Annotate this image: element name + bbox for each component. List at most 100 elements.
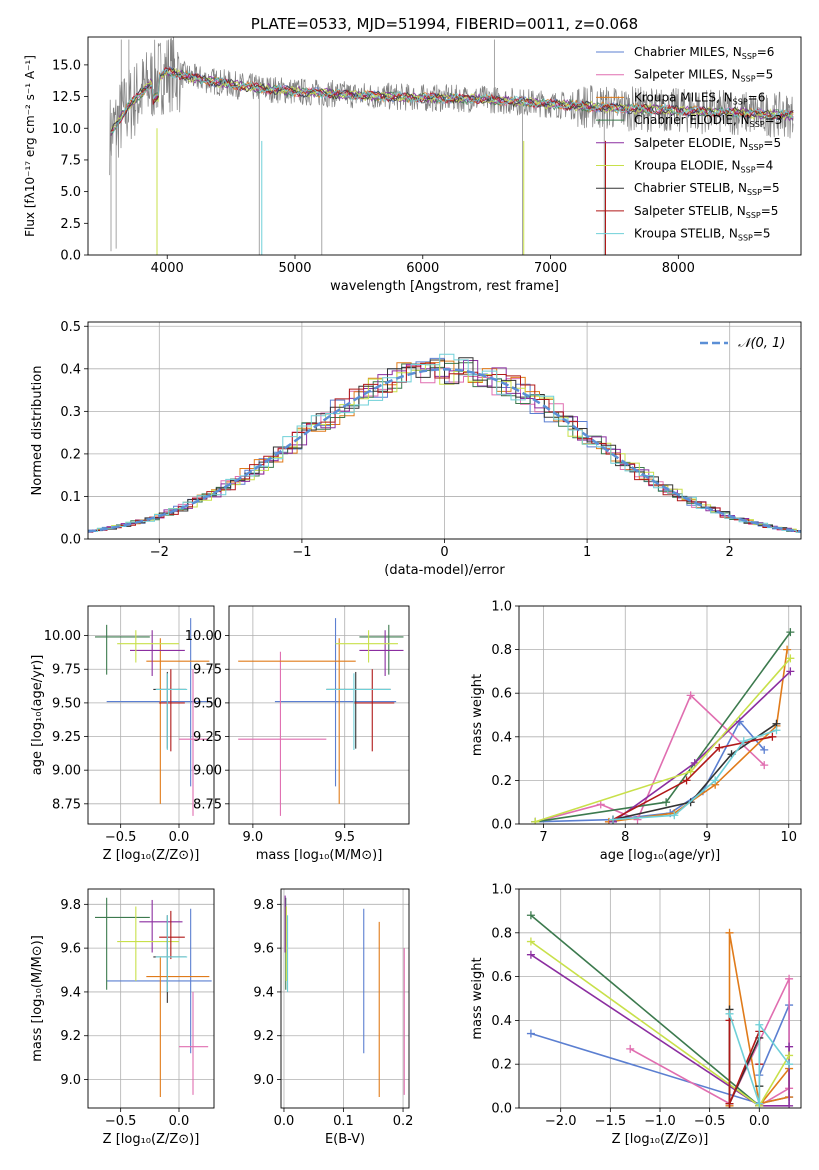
legend-subscript: SSP <box>750 120 765 129</box>
y-tick-label: 0.4 <box>60 362 81 377</box>
panel-age_vs_mass: 9.0 9.5 8.75 9.00 9.25 9.50 9.75 10.00 mass [log… <box>185 605 410 863</box>
plot-area-residuals <box>88 353 801 534</box>
x-tick-label: 5000 <box>278 261 311 276</box>
y-axis-label: Normed distribution <box>30 366 45 496</box>
legend-entry: Chabrier STELIB, NSSP=5 <box>634 181 780 197</box>
legend-suffix: =3 <box>765 113 783 127</box>
legend-subscript: SSP <box>746 211 761 220</box>
x-tick-label: 9.5 <box>334 830 355 845</box>
y-tick-label: 9.8 <box>60 898 81 913</box>
y-tick-label: 9.0 <box>60 1073 81 1088</box>
x-axis-label: Z [log₁₀(Z/Z⊙)] <box>103 848 200 863</box>
plot-area-mass_weight_vs_age <box>531 628 795 824</box>
legend-label: Kroupa ELODIE, N <box>634 159 741 173</box>
mass-weight-marker <box>725 1009 734 1018</box>
mass-weight-line <box>728 1013 790 1104</box>
x-tick-label: 8 <box>621 830 629 845</box>
y-tick-label: 10.00 <box>44 629 81 644</box>
y-tick-label: 0.0 <box>491 818 512 833</box>
x-tick-label: 7 <box>539 830 547 845</box>
mass-weight-marker <box>755 1020 764 1029</box>
legend-suffix: =4 <box>756 159 774 173</box>
mass-weight-marker <box>768 732 777 741</box>
x-axis-label: age [log₁₀(age/yr)] <box>600 848 721 863</box>
mass-weight-marker <box>609 815 617 824</box>
x-tick-label: 0.0 <box>274 1114 295 1129</box>
axes-frame <box>87 321 802 540</box>
axes-frame <box>518 888 802 1109</box>
axes-frame <box>87 605 215 825</box>
x-tick-label: 0.2 <box>393 1114 414 1129</box>
axes-frame <box>518 605 802 825</box>
y-tick-label: 2.5 <box>60 217 81 232</box>
panel-mass_vs_Z: −0.5 0.0 9.0 9.2 9.4 9.6 9.8 Z [log₁₀(Z/Z⊙)] mas… <box>30 888 215 1147</box>
x-axis-label: Z [log₁₀(Z/Z⊙)] <box>103 1132 200 1147</box>
x-tick-label: 1 <box>583 545 591 560</box>
panel-mass_weight_vs_Z: −2.0 −1.5 −1.0 −0.5 0.0 0.0 0.2 0.4 0.6 0.8 1.0 Z [… <box>470 883 802 1147</box>
x-tick-label: −1 <box>292 545 311 560</box>
y-tick-label: 0.2 <box>60 447 81 462</box>
legend-entry: Salpeter MILES, NSSP=5 <box>634 68 773 84</box>
model-spectrum <box>110 66 794 133</box>
y-tick-label: 7.5 <box>60 153 81 168</box>
y-tick-label: 9.75 <box>52 663 81 678</box>
legend-label: Salpeter ELODIE, N <box>634 136 748 150</box>
y-tick-label: 8.75 <box>52 797 81 812</box>
plot-area-mass_vs_ebv <box>284 895 405 1098</box>
legend-subscript: SSP <box>748 143 763 152</box>
legend-suffix: =5 <box>763 136 781 150</box>
legend-subscript: SSP <box>733 97 748 106</box>
x-tick-label: 0.0 <box>749 1114 770 1129</box>
legend-suffix: =6 <box>757 45 775 59</box>
legend-suffix: =5 <box>756 68 774 82</box>
mass-weight-line <box>535 720 765 823</box>
legend-label: Chabrier STELIB, N <box>634 181 747 195</box>
legend-subscript: SSP <box>741 166 756 175</box>
mass-weight-line <box>530 914 761 1108</box>
mass-weight-line <box>612 723 777 821</box>
y-tick-label: 0.3 <box>60 405 81 420</box>
chart-title: PLATE=0533, MJD=51994, FIBERID=0011, z=0… <box>251 15 638 33</box>
mass-weight-marker <box>662 798 671 807</box>
legend-label: Chabrier MILES, N <box>634 45 742 59</box>
mass-weight-line <box>612 736 773 821</box>
legend-suffix: =5 <box>761 204 779 218</box>
x-tick-label: 0 <box>440 545 448 560</box>
y-tick-label: 9.75 <box>193 663 222 678</box>
y-axis-label: Flux [fλ10⁻¹⁷ erg cm⁻² s⁻¹ A⁻¹] <box>23 55 37 237</box>
y-tick-label: 0.5 <box>60 320 81 335</box>
axes-frame <box>280 888 410 1109</box>
legend-suffix: =5 <box>762 181 780 195</box>
mass-weight-marker <box>785 974 794 983</box>
panel-mass_vs_ebv: 0.0 0.1 0.2 9.0 9.2 9.4 9.6 9.8 E(B-V) <box>253 888 414 1147</box>
plot-area-mass_weight_vs_Z <box>526 911 794 1108</box>
legend-entry: Salpeter ELODIE, NSSP=5 <box>634 136 781 152</box>
panel-residuals: −2 −1 0 1 2 0.0 0.1 0.2 0.3 0.4 0.5 (data-model)/er… <box>30 320 802 578</box>
y-tick-label: 9.6 <box>60 942 81 957</box>
mass-weight-marker <box>526 911 535 920</box>
legend-label: Salpeter MILES, N <box>634 68 741 82</box>
x-tick-label: 4000 <box>151 261 184 276</box>
mass-weight-marker <box>772 726 781 735</box>
x-tick-label: 0.1 <box>333 1114 354 1129</box>
mass-weight-marker <box>783 645 792 654</box>
legend-entry: Chabrier MILES, NSSP=6 <box>634 45 774 61</box>
y-tick-label: 9.2 <box>60 1029 81 1044</box>
x-tick-label: 10 <box>780 830 797 845</box>
x-axis-label: E(B-V) <box>325 1132 365 1147</box>
y-tick-label: 5.0 <box>60 185 81 200</box>
y-tick-label: 12.5 <box>52 90 81 105</box>
axes-frame <box>87 36 802 256</box>
mass-weight-marker <box>711 776 720 785</box>
mass-weight-marker <box>786 654 795 663</box>
y-axis-label: age [log₁₀(age/yr)] <box>30 655 45 776</box>
y-tick-label: 9.50 <box>193 696 222 711</box>
y-tick-label: 10.00 <box>185 629 222 644</box>
x-tick-label: −1.5 <box>595 1114 627 1129</box>
y-tick-label: 9.4 <box>253 985 274 1000</box>
mass-weight-marker <box>626 1044 635 1053</box>
axes-frame <box>228 605 410 825</box>
y-tick-label: 15.0 <box>52 58 81 73</box>
mass-weight-marker <box>682 776 691 785</box>
